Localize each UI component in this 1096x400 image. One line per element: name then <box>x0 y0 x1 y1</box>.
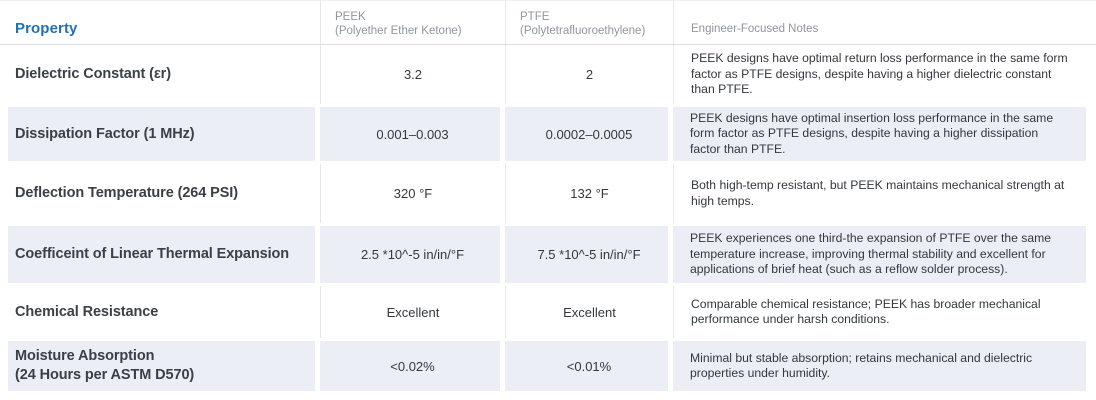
property-name-line1: Moisture Absorption <box>15 348 155 364</box>
peek-value: 3.2 <box>320 45 505 104</box>
ptfe-value: <0.01% <box>505 341 673 391</box>
property-name: Chemical Resistance <box>15 303 159 320</box>
column-header-peek: PEEK (Polyether Ether Ketone) <box>320 1 505 44</box>
peek-value: 0.001–0.003 <box>320 107 505 161</box>
peek-value: Excellent <box>320 286 505 338</box>
notes-header-title: Engineer-Focused Notes <box>691 22 819 35</box>
engineer-notes: Comparable chemical resistance; PEEK has… <box>673 286 1086 338</box>
engineer-notes: PEEK designs have optimal insertion loss… <box>673 107 1086 161</box>
column-header-property: Property <box>15 20 78 37</box>
table-row-dissipation-factor: Dissipation Factor (1 MHz) 0.001–0.003 0… <box>0 104 1096 164</box>
table-row-chemical-resistance: Chemical Resistance Excellent Excellent … <box>0 286 1096 338</box>
property-name: Deflection Temperature (264 PSI) <box>15 185 238 201</box>
table-row-moisture-absorption: Moisture Absorption (24 Hours per ASTM D… <box>0 338 1096 394</box>
ptfe-value: 7.5 *10^-5 in/in/°F <box>505 226 673 283</box>
column-header-notes: Engineer-Focused Notes <box>673 1 1086 44</box>
table-row-dielectric-constant: Dielectric Constant (εr) 3.2 2 PEEK desi… <box>0 45 1096 104</box>
property-name: Dielectric Constant (εr) <box>15 66 171 82</box>
property-name: Moisture Absorption (24 Hours per ASTM D… <box>8 341 320 391</box>
engineer-notes: Both high-temp resistant, but PEEK maint… <box>673 164 1086 223</box>
table-header-row: Property PEEK (Polyether Ether Ketone) P… <box>0 1 1096 45</box>
ptfe-value: 132 °F <box>505 164 673 223</box>
peek-value: <0.02% <box>320 341 505 391</box>
ptfe-value: 0.0002–0.0005 <box>505 107 673 161</box>
ptfe-value: Excellent <box>505 286 673 338</box>
peek-value: 320 °F <box>320 164 505 223</box>
peek-value: 2.5 *10^-5 in/in/°F <box>320 226 505 283</box>
table-row-thermal-expansion: Coefficeint of Linear Thermal Expansion … <box>0 223 1096 286</box>
engineer-notes: PEEK experiences one third-the expansion… <box>673 226 1086 283</box>
table-row-deflection-temperature: Deflection Temperature (264 PSI) 320 °F … <box>0 164 1096 223</box>
peek-header-subtitle: (Polyether Ether Ketone) <box>335 24 462 37</box>
peek-header-title: PEEK <box>335 11 366 23</box>
ptfe-header-subtitle: (Polytetrafluoroethylene) <box>520 24 646 37</box>
ptfe-value: 2 <box>505 45 673 104</box>
column-header-ptfe: PTFE (Polytetrafluoroethylene) <box>505 1 673 44</box>
property-name: Dissipation Factor (1 MHz) <box>8 107 320 161</box>
engineer-notes: Minimal but stable absorption; retains m… <box>673 341 1086 391</box>
property-name-line2: (24 Hours per ASTM D570) <box>15 367 195 383</box>
property-name: Coefficeint of Linear Thermal Expansion <box>8 226 320 283</box>
ptfe-header-title: PTFE <box>520 11 550 23</box>
engineer-notes: PEEK designs have optimal return loss pe… <box>673 45 1086 104</box>
